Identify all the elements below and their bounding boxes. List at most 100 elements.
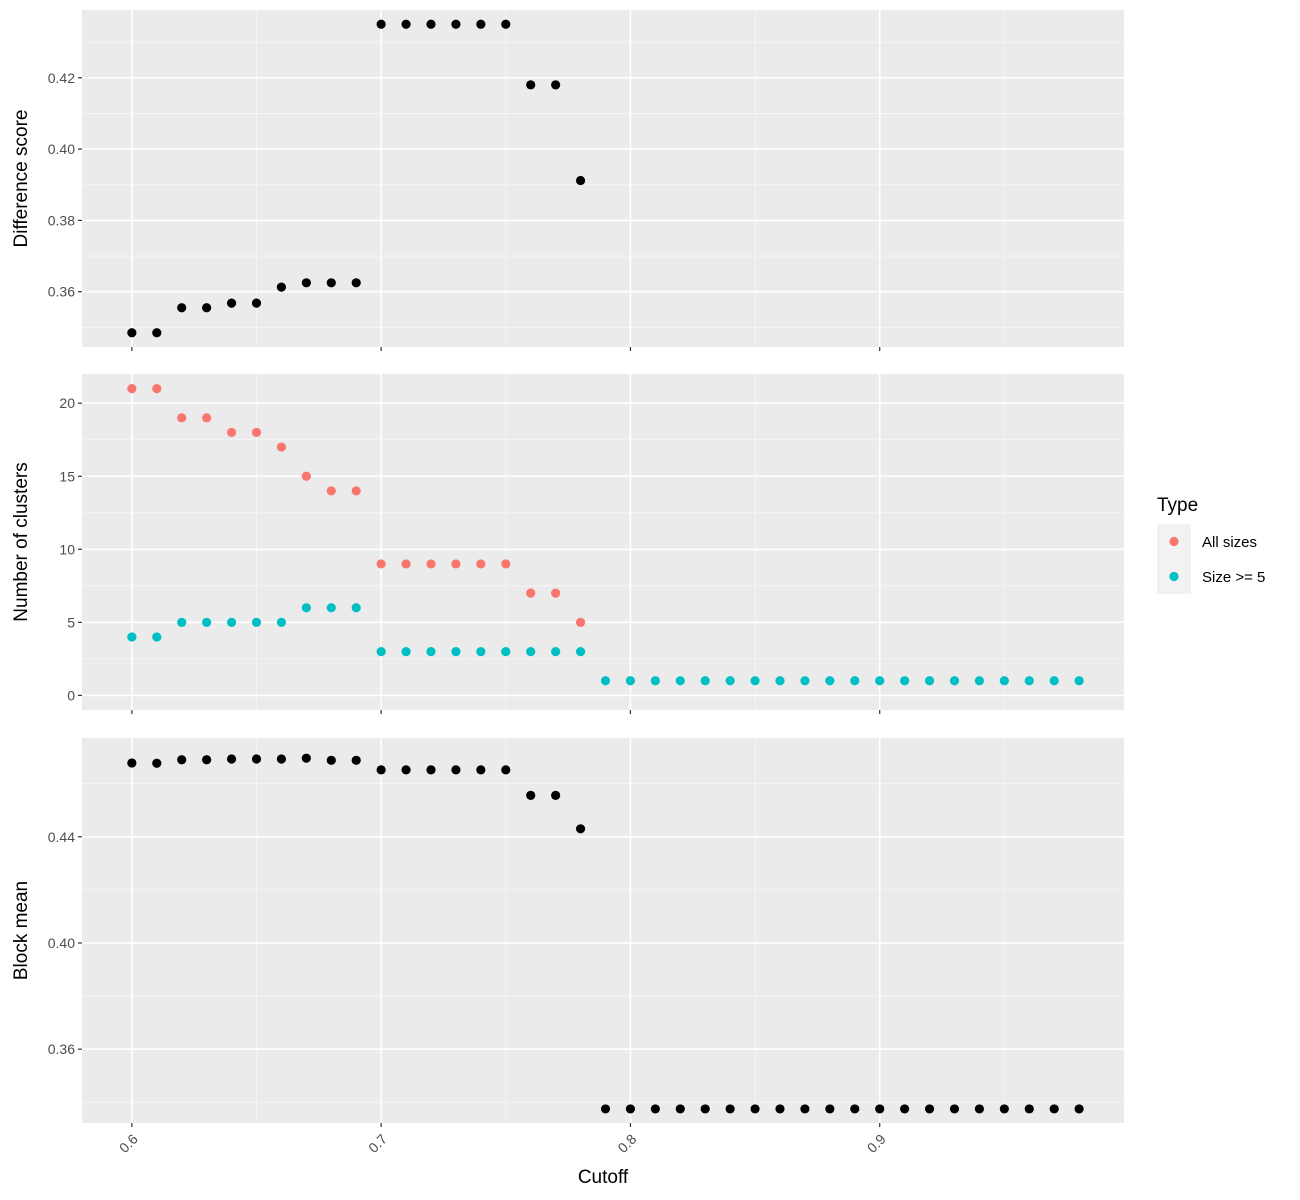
x-axis-title: Cutoff bbox=[578, 1167, 629, 1188]
data-point bbox=[575, 646, 586, 657]
data-point bbox=[426, 765, 436, 775]
data-point bbox=[650, 676, 660, 686]
y-tick-label: 0.36 bbox=[48, 1041, 75, 1057]
data-point bbox=[276, 754, 287, 764]
panel-background bbox=[82, 738, 1124, 1123]
data-point bbox=[326, 486, 336, 496]
data-point bbox=[251, 617, 262, 627]
data-point bbox=[750, 676, 760, 686]
data-point bbox=[202, 755, 212, 765]
y-axis-title: Number of clusters bbox=[11, 462, 32, 621]
data-point bbox=[177, 755, 187, 765]
data-point bbox=[625, 676, 636, 686]
data-point bbox=[501, 19, 511, 29]
data-point bbox=[376, 646, 386, 657]
data-point bbox=[451, 19, 461, 29]
data-point bbox=[451, 559, 461, 569]
y-tick-label: 0.40 bbox=[48, 935, 75, 951]
data-point bbox=[900, 676, 910, 686]
data-point bbox=[426, 559, 436, 569]
data-point bbox=[476, 765, 486, 775]
data-point bbox=[301, 753, 311, 763]
data-point bbox=[326, 755, 336, 765]
legend-swatch bbox=[1169, 536, 1179, 547]
data-point bbox=[850, 676, 860, 686]
data-point bbox=[426, 646, 436, 657]
data-point bbox=[376, 19, 386, 29]
data-point bbox=[476, 19, 486, 29]
data-point bbox=[526, 790, 536, 800]
data-point bbox=[999, 1104, 1009, 1114]
data-point bbox=[775, 1104, 785, 1114]
data-point bbox=[575, 617, 586, 627]
data-point bbox=[974, 676, 985, 686]
data-point bbox=[326, 278, 336, 288]
data-point bbox=[526, 80, 536, 90]
data-point bbox=[600, 676, 611, 686]
panel-middle: 0 5 10 15 20 Number of clusters bbox=[11, 374, 1124, 714]
data-point bbox=[1074, 1104, 1084, 1114]
data-point bbox=[127, 758, 137, 768]
data-point bbox=[825, 676, 835, 686]
data-point bbox=[451, 765, 461, 775]
series-all-sizes bbox=[127, 384, 586, 627]
data-point bbox=[177, 303, 187, 313]
data-point bbox=[700, 676, 710, 686]
y-tick-label: 0.42 bbox=[48, 70, 75, 86]
data-point bbox=[526, 646, 536, 657]
data-point bbox=[1049, 1104, 1059, 1114]
data-point bbox=[351, 486, 361, 496]
y-tick-label: 15 bbox=[59, 468, 75, 484]
chart-panels: 0.36 0.38 0.40 0.42 Difference score 0 5 10 15 20… bbox=[11, 10, 1124, 1188]
data-point bbox=[301, 603, 311, 613]
panel-top: 0.36 0.38 0.40 0.42 Difference score bbox=[11, 10, 1124, 351]
data-point bbox=[1024, 676, 1034, 686]
data-point bbox=[326, 603, 336, 613]
data-point bbox=[301, 278, 311, 288]
panel-background bbox=[82, 10, 1124, 347]
y-tick-label: 0.38 bbox=[48, 212, 75, 228]
data-point bbox=[551, 790, 561, 800]
data-point bbox=[625, 1104, 636, 1114]
x-tick-label: 0.6 bbox=[116, 1131, 141, 1156]
panel-background bbox=[82, 374, 1124, 710]
data-point bbox=[202, 413, 212, 423]
data-point bbox=[251, 298, 262, 308]
legend-label: All sizes bbox=[1202, 534, 1257, 551]
data-point bbox=[276, 442, 287, 452]
data-point bbox=[875, 676, 885, 686]
data-point bbox=[900, 1104, 910, 1114]
data-point bbox=[675, 676, 685, 686]
data-point bbox=[1024, 1104, 1034, 1114]
series-points bbox=[127, 19, 586, 338]
data-point bbox=[276, 617, 287, 627]
data-point bbox=[924, 676, 935, 686]
data-point bbox=[551, 646, 561, 657]
y-axis-title: Block mean bbox=[11, 881, 32, 980]
data-point bbox=[501, 646, 511, 657]
data-point bbox=[276, 282, 287, 292]
data-point bbox=[451, 646, 461, 657]
data-point bbox=[675, 1104, 685, 1114]
data-point bbox=[152, 328, 162, 338]
data-point bbox=[401, 765, 411, 775]
data-point bbox=[875, 1104, 885, 1114]
data-point bbox=[401, 19, 411, 29]
data-point bbox=[1074, 676, 1084, 686]
data-point bbox=[226, 298, 237, 308]
data-point bbox=[426, 19, 436, 29]
data-point bbox=[251, 754, 262, 764]
data-point bbox=[226, 754, 237, 764]
data-point bbox=[551, 80, 561, 90]
y-axis-title: Difference score bbox=[11, 110, 32, 248]
series-size-5 bbox=[127, 603, 1084, 686]
x-tick-label: 0.9 bbox=[864, 1131, 889, 1156]
data-point bbox=[725, 676, 735, 686]
data-point bbox=[127, 328, 137, 338]
x-tick-label: 0.7 bbox=[365, 1131, 390, 1156]
y-tick-label: 0.44 bbox=[48, 829, 75, 845]
data-point bbox=[1049, 676, 1059, 686]
data-point bbox=[700, 1104, 710, 1114]
y-tick-label: 10 bbox=[59, 541, 75, 557]
